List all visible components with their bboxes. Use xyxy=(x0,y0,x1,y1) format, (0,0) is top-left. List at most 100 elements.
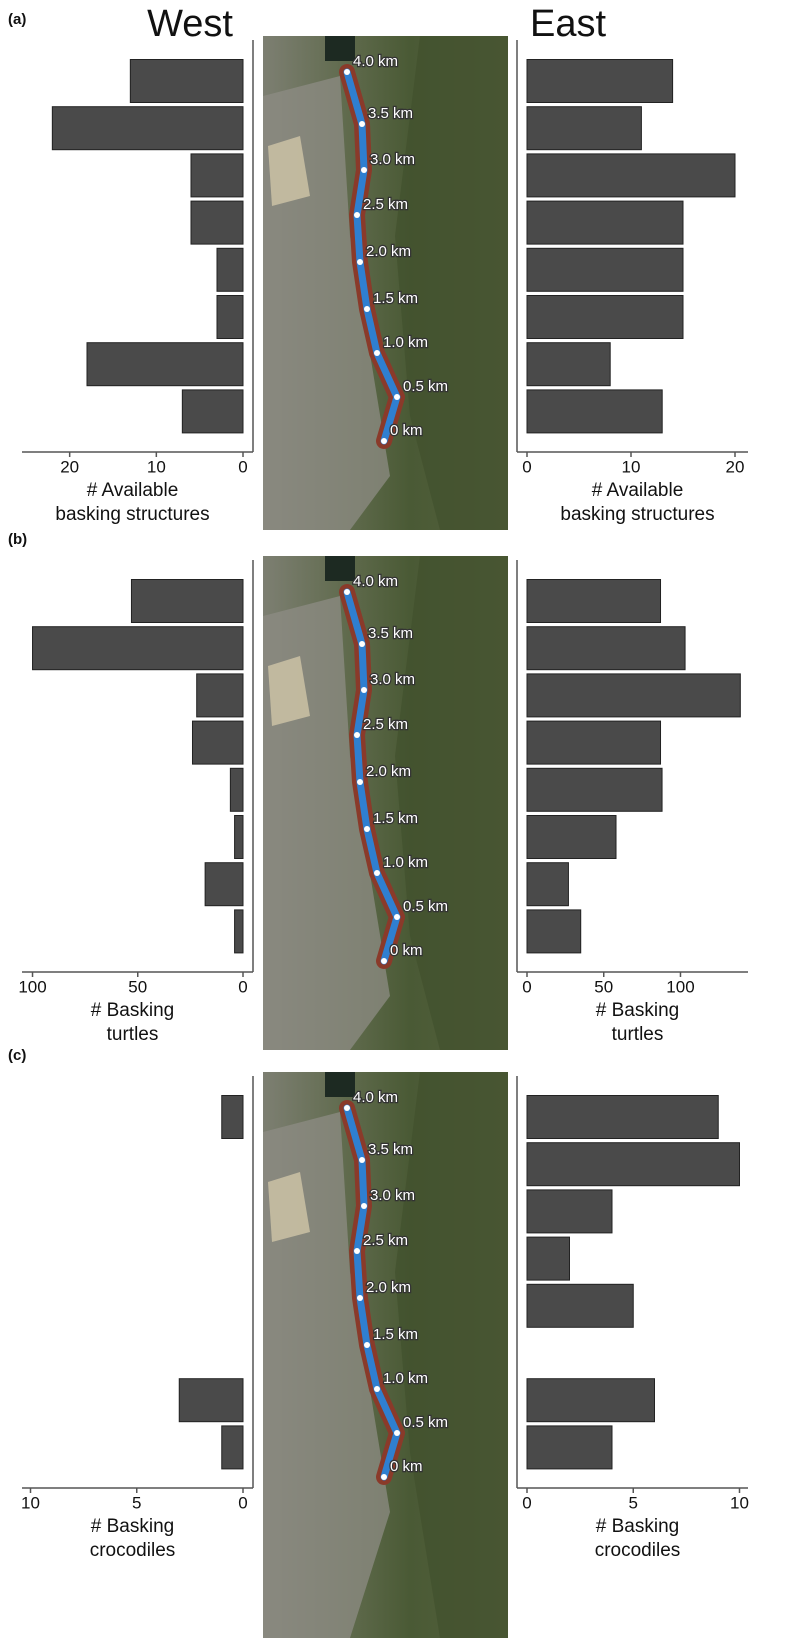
bar xyxy=(217,296,243,339)
x-tick-label: 10 xyxy=(21,1493,40,1512)
km-label: 3.5 km xyxy=(368,625,413,642)
x-axis-label: crocodiles xyxy=(90,1540,176,1561)
km-marker xyxy=(374,350,380,356)
bar xyxy=(527,1096,718,1139)
km-label: 1.5 km xyxy=(373,290,418,307)
x-tick-label: 100 xyxy=(18,977,46,996)
east-chart: East01020# Availablebasking structures xyxy=(517,3,748,525)
x-axis-label: basking structures xyxy=(55,504,209,525)
km-marker xyxy=(344,69,350,75)
page: 4.0 km 3.5 km 3.0 km 2.5 km 2.0 km 1.5 km 1.0 … xyxy=(0,0,792,1638)
bar xyxy=(527,154,735,197)
km-label: 3.5 km xyxy=(368,1141,413,1158)
bar xyxy=(191,201,243,244)
x-axis-label: basking structures xyxy=(560,504,714,525)
km-marker xyxy=(374,1386,380,1392)
km-marker xyxy=(374,870,380,876)
x-axis-label: # Basking xyxy=(91,1000,174,1021)
figure: 4.0 km 3.5 km 3.0 km 2.5 km 2.0 km 1.5 km 1.0 … xyxy=(0,0,792,1638)
x-tick-label: 5 xyxy=(629,1493,638,1512)
bar xyxy=(52,107,243,150)
km-label: 1.5 km xyxy=(373,810,418,827)
km-label: 0.5 km xyxy=(403,898,448,915)
bar xyxy=(527,863,568,906)
km-marker xyxy=(359,641,365,647)
river-mouth xyxy=(325,556,355,581)
bar xyxy=(527,1284,633,1327)
x-axis-label: # Basking xyxy=(596,1000,679,1021)
satellite-map: 4.0 km3.5 km3.0 km2.5 km2.0 km1.5 km1.0 … xyxy=(263,556,508,1050)
bar xyxy=(527,248,683,291)
bar xyxy=(235,816,243,859)
km-label: 2.5 km xyxy=(363,1232,408,1249)
bar xyxy=(222,1426,243,1469)
km-marker xyxy=(344,589,350,595)
x-tick-label: 0 xyxy=(522,977,531,996)
x-axis-label: crocodiles xyxy=(595,1540,681,1561)
km-marker xyxy=(394,1430,400,1436)
km-label: 2.5 km xyxy=(363,196,408,213)
km-label: 3.5 km xyxy=(368,105,413,122)
bar xyxy=(527,627,685,670)
km-label: 4.0 km xyxy=(353,573,398,590)
bar xyxy=(527,201,683,244)
x-tick-label: 50 xyxy=(594,977,613,996)
bar xyxy=(205,863,243,906)
km-label: 4.0 km xyxy=(353,53,398,70)
km-label: 2.5 km xyxy=(363,716,408,733)
km-marker xyxy=(357,779,363,785)
bar xyxy=(179,1379,243,1422)
km-label: 3.0 km xyxy=(370,1187,415,1204)
x-tick-label: 0 xyxy=(522,1493,531,1512)
km-label: 2.0 km xyxy=(366,1279,411,1296)
km-marker xyxy=(364,826,370,832)
x-tick-label: 0 xyxy=(238,457,247,476)
bar xyxy=(235,910,243,953)
km-marker xyxy=(354,212,360,218)
bar xyxy=(527,721,661,764)
side-title: East xyxy=(530,3,606,45)
km-label: 2.0 km xyxy=(366,243,411,260)
bar xyxy=(527,390,662,433)
km-label: 1.0 km xyxy=(383,1370,428,1387)
bar xyxy=(230,768,243,811)
bar xyxy=(222,1096,243,1139)
x-tick-label: 20 xyxy=(726,457,745,476)
km-marker xyxy=(361,1203,367,1209)
km-label: 0.5 km xyxy=(403,1414,448,1431)
bar xyxy=(527,1426,612,1469)
km-marker xyxy=(361,167,367,173)
bar xyxy=(192,721,243,764)
km-marker xyxy=(344,1105,350,1111)
km-marker xyxy=(354,732,360,738)
bar xyxy=(527,1379,655,1422)
x-tick-label: 20 xyxy=(60,457,79,476)
km-label: 0 km xyxy=(390,422,423,439)
river-mouth xyxy=(325,36,355,61)
x-tick-label: 100 xyxy=(666,977,694,996)
panel-label: (a) xyxy=(8,11,26,28)
bar xyxy=(197,674,243,717)
km-marker xyxy=(381,438,387,444)
km-marker xyxy=(394,394,400,400)
km-marker xyxy=(359,1157,365,1163)
x-tick-label: 0 xyxy=(522,457,531,476)
x-tick-label: 0 xyxy=(238,977,247,996)
x-tick-label: 10 xyxy=(622,457,641,476)
bar xyxy=(527,296,683,339)
x-axis-label: turtles xyxy=(107,1024,159,1045)
bar xyxy=(527,107,641,150)
x-tick-label: 5 xyxy=(132,1493,141,1512)
km-marker xyxy=(357,259,363,265)
bar xyxy=(217,248,243,291)
side-title: West xyxy=(147,3,233,45)
x-tick-label: 10 xyxy=(730,1493,749,1512)
km-marker xyxy=(357,1295,363,1301)
satellite-map: 4.0 km3.5 km3.0 km2.5 km2.0 km1.5 km1.0 … xyxy=(263,1072,508,1638)
bar xyxy=(130,60,243,103)
x-axis-label: turtles xyxy=(612,1024,664,1045)
km-label: 0 km xyxy=(390,942,423,959)
x-tick-label: 50 xyxy=(128,977,147,996)
